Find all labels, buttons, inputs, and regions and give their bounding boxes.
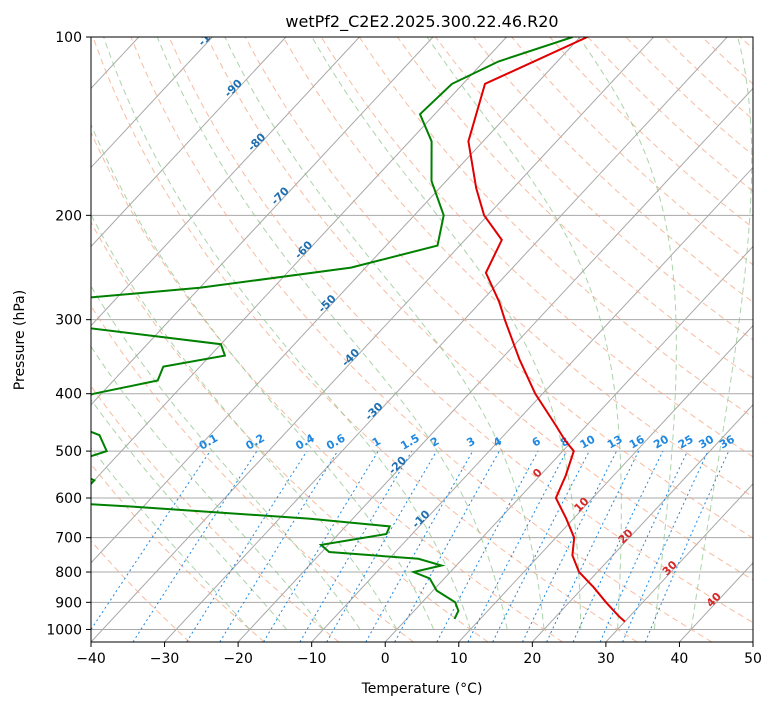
- moist-adiabat-line: [690, 37, 753, 630]
- dewpoint-series-line: [91, 37, 574, 620]
- y-axis: 1000 900 800 700 600 500 400 300 200 100: [46, 30, 91, 638]
- isotherm-line: [384, 245, 753, 642]
- y-tick-label: 900: [55, 595, 82, 611]
- mixing-ratio-line: [492, 450, 590, 642]
- isotherm-label: -100: [196, 20, 225, 49]
- y-tick-label: 1000: [46, 622, 82, 638]
- y-tick-label: 300: [55, 313, 82, 329]
- isotherm-line: [164, 37, 728, 642]
- moist-adiabat-line: [426, 37, 622, 630]
- dry-adiabat-line: [206, 37, 753, 581]
- y-tick-label: 800: [55, 565, 82, 581]
- dry-adiabat-line: [244, 37, 753, 539]
- isotherm-line: [311, 166, 753, 642]
- mixing-ratio-line: [467, 450, 568, 642]
- moist-adiabat-line: [156, 37, 508, 630]
- y-axis-title: Pressure (hPa): [12, 290, 28, 390]
- dry-adiabat-line: [435, 37, 753, 341]
- x-tick-label: −10: [297, 651, 327, 667]
- dry-adiabat-line: [168, 37, 753, 624]
- isotherm-line: [91, 37, 507, 485]
- isotherm-line: [605, 483, 753, 642]
- x-tick-label: 10: [450, 651, 468, 667]
- x-tick-label: −20: [223, 651, 253, 667]
- mixing-ratio-line: [365, 450, 474, 642]
- moist-adiabat-line: [91, 446, 251, 630]
- y-tick-label: 600: [55, 491, 82, 507]
- isotherm-line: [91, 37, 213, 169]
- isotherm-line: [91, 37, 287, 248]
- plot-frame: [90, 36, 754, 643]
- moist-adiabat-line: [91, 123, 435, 630]
- mixing-ratio-line: [263, 450, 379, 642]
- dry-adiabat-line: [91, 221, 489, 642]
- isotherm-line: [458, 324, 753, 642]
- isotherm-line: [91, 37, 581, 564]
- isotherm-line: [237, 87, 753, 642]
- moist-adiabat-line: [91, 398, 287, 630]
- x-tick-label: 0: [381, 651, 390, 667]
- moist-adiabat-line: [91, 345, 324, 630]
- mixing-ratio-line: [299, 450, 413, 642]
- dry-adiabat-line: [91, 540, 191, 642]
- y-tick-label: 400: [55, 387, 82, 403]
- dry-adiabat-line: [130, 37, 713, 642]
- dry-adiabat-line: [91, 385, 340, 642]
- moist-adiabat-line: [311, 37, 582, 630]
- moist-adiabat-line: [91, 213, 398, 630]
- x-axis: −40 −30 −20 −10 0 10 20 30 40 50: [76, 642, 762, 667]
- plot-area: -100-90-80-70-60-50-40-30-20-10010203040…: [91, 20, 753, 642]
- isotherm-line: [91, 37, 360, 327]
- mixing-ratio-line: [644, 450, 730, 642]
- mixing-ratio-line: [572, 450, 664, 642]
- y-tick-label: 100: [55, 30, 82, 46]
- dry-adiabat-line: [91, 131, 563, 642]
- series-lines: [91, 37, 626, 623]
- x-tick-label: 50: [744, 651, 762, 667]
- isotherm-line: [531, 403, 753, 642]
- moist-adiabat-line: [224, 37, 545, 630]
- mixing-ratio-line: [522, 450, 618, 642]
- x-tick-label: 20: [523, 651, 541, 667]
- x-tick-label: 40: [671, 651, 689, 667]
- mixing-ratio-line: [599, 450, 688, 642]
- y-tick-label: 200: [55, 208, 82, 224]
- x-tick-label: −30: [150, 651, 180, 667]
- background-lines: [91, 37, 753, 642]
- y-tick-label: 500: [55, 444, 82, 460]
- chart-title: wetPf2_C2E2.2025.300.22.46.R20: [285, 12, 558, 32]
- mixing-ratio-line: [326, 450, 438, 642]
- dry-adiabat-line: [92, 37, 638, 642]
- mixing-ratio-line: [546, 450, 640, 642]
- x-tick-label: 30: [597, 651, 615, 667]
- mixing-ratio-line: [219, 450, 339, 642]
- dry-adiabat-line: [282, 37, 753, 498]
- temperature-series-line: [467, 37, 626, 623]
- mixing-ratio-line: [436, 450, 539, 642]
- isotherm-line: [91, 37, 434, 406]
- x-tick-label: −40: [76, 651, 106, 667]
- isotherm-line: [91, 37, 655, 642]
- mixing-ratio-line: [394, 450, 500, 642]
- x-axis-title: Temperature (°C): [361, 681, 483, 697]
- y-tick-label: 700: [55, 531, 82, 547]
- dry-adiabat-line: [473, 37, 753, 303]
- mixing-ratio-line: [132, 450, 258, 642]
- dry-adiabat-line: [91, 463, 265, 642]
- moist-adiabat-line: [103, 37, 471, 630]
- mixing-ratio-line: [622, 450, 709, 642]
- moist-adiabat-line: [578, 37, 677, 630]
